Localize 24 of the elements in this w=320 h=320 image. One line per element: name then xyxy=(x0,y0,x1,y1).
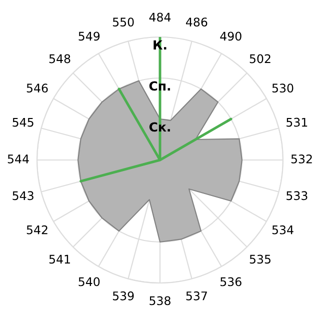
spoke-label: 536 xyxy=(220,277,242,286)
spoke-label: 540 xyxy=(78,277,100,286)
spoke-label: 490 xyxy=(220,32,242,41)
spoke-label: 550 xyxy=(112,18,134,27)
spoke-label: 549 xyxy=(78,32,100,41)
spoke-label: 486 xyxy=(186,18,208,27)
spoke-label: 531 xyxy=(286,118,308,127)
spoke-label: 539 xyxy=(112,291,134,300)
spoke-label: 541 xyxy=(49,254,70,264)
spoke-label: 545 xyxy=(12,118,34,127)
spoke-label: 502 xyxy=(250,54,270,64)
spoke-label: 543 xyxy=(12,191,34,200)
spoke-label: 542 xyxy=(26,225,48,234)
spoke-label: 535 xyxy=(250,254,270,264)
spoke-label: 534 xyxy=(272,225,294,234)
spoke-label: 538 xyxy=(150,296,170,306)
spoke-label: 546 xyxy=(26,84,48,93)
spoke-label: 548 xyxy=(49,54,70,64)
spoke-label: 537 xyxy=(186,291,207,300)
spoke-label: 533 xyxy=(286,191,308,200)
spoke-label: 484 xyxy=(149,12,171,22)
spoke-label: 530 xyxy=(272,84,294,93)
spoke-label: 532 xyxy=(291,154,312,164)
spoke-label: 544 xyxy=(8,154,29,164)
